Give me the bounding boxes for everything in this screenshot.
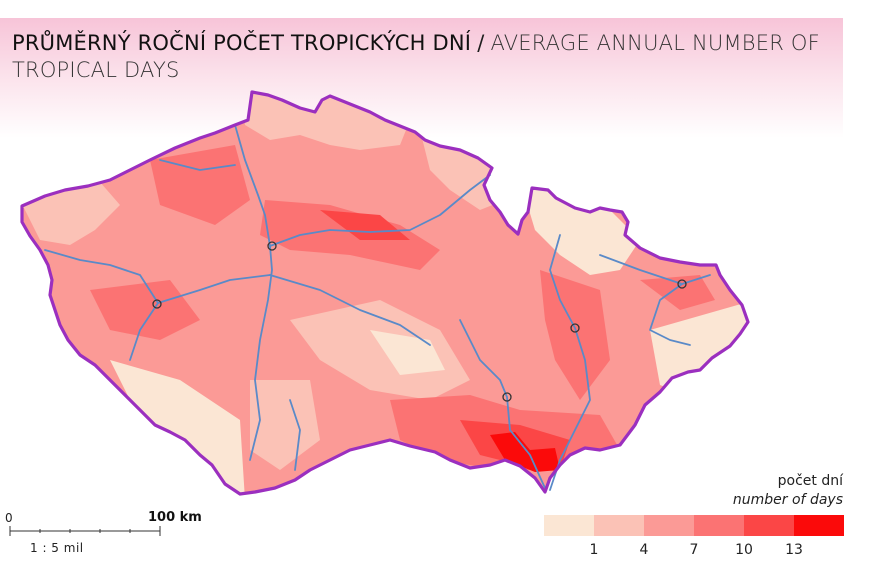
- river-berounka: [157, 274, 271, 304]
- zone-south-moravia-hottest: [490, 432, 560, 472]
- zone-vysocina-high: [370, 330, 445, 375]
- zone-jeseniky: [520, 180, 640, 275]
- legend-tick-label: 10: [735, 542, 753, 558]
- zone-elbe-hot: [320, 210, 410, 240]
- river-north: [159, 159, 236, 171]
- title-banner: [0, 18, 843, 138]
- scale-bar: 0 100 km 1 : 5 mil: [0, 505, 230, 565]
- zone-south-bohemia: [250, 380, 320, 470]
- river-vltava: [234, 124, 273, 461]
- legend-swatch: [794, 515, 844, 536]
- river-sazava: [269, 274, 431, 346]
- legend-title-english: number of days: [732, 492, 843, 508]
- legend-title-czech: počet dní: [777, 473, 843, 489]
- rivers: [44, 124, 711, 491]
- scale-bar-length: 100 km: [148, 510, 202, 525]
- title-czech: PRŮMĚRNÝ ROČNÍ POČET TROPICKÝCH DNÍ: [12, 31, 472, 55]
- zone-elbe-lowland: [260, 200, 440, 270]
- legend-swatch: [694, 515, 744, 536]
- temperature-zones: [22, 92, 748, 494]
- city-marker-praha: [267, 241, 277, 251]
- city-marker-ostrava: [677, 279, 687, 289]
- legend-tick-label: 1: [589, 542, 599, 558]
- zone-vysocina: [290, 300, 470, 400]
- scale-bar-graphic: [9, 526, 161, 536]
- river-svratka: [459, 319, 546, 489]
- map-title: PRŮMĚRNÝ ROČNÍ POČET TROPICKÝCH DNÍ / AVER…: [12, 30, 842, 84]
- river-luznice: [289, 399, 301, 471]
- city-marker-olomouc: [570, 323, 580, 333]
- legend-swatch: [744, 515, 794, 536]
- zone-north-west-basin: [150, 145, 250, 225]
- city-marker-plzen: [152, 299, 162, 309]
- legend-tick-label: 4: [639, 542, 649, 558]
- river-opava: [599, 254, 711, 285]
- legend-tick-label: 13: [785, 542, 803, 558]
- zone-plzen: [90, 280, 200, 340]
- title-english: AVERAGE ANNUAL NUMBER OF TROPICAL DAYS: [12, 31, 820, 82]
- legend-color-bar: [544, 515, 844, 536]
- river-morava: [549, 234, 591, 491]
- zone-ostrava: [640, 275, 715, 310]
- scale-bar-zero: 0: [5, 511, 13, 525]
- legend-swatch: [594, 515, 644, 536]
- legend-tick-label: 7: [689, 542, 699, 558]
- title-separator: /: [477, 31, 485, 55]
- river-odra: [649, 283, 691, 346]
- legend-swatch: [644, 515, 694, 536]
- zone-morava-valley: [540, 270, 610, 400]
- legend-swatch: [544, 515, 594, 536]
- scale-bar-ratio: 1 : 5 mil: [30, 541, 84, 555]
- city-markers: [152, 241, 687, 402]
- river-ohre-berounka: [44, 249, 159, 361]
- city-marker-brno: [502, 392, 512, 402]
- river-labe: [269, 174, 491, 247]
